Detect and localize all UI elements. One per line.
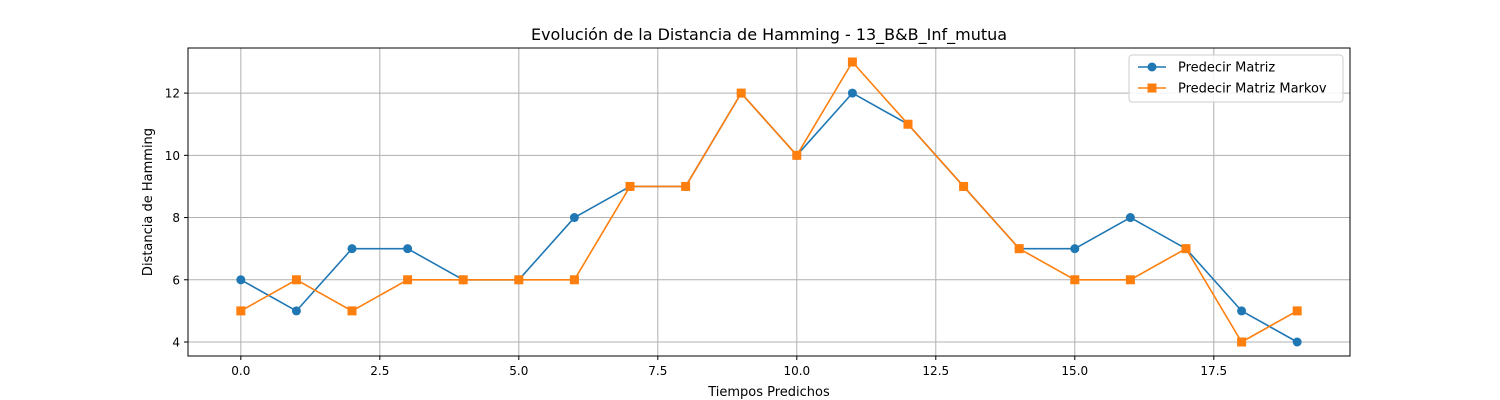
data-point	[1237, 306, 1247, 316]
data-point	[1237, 337, 1247, 347]
x-tick-label: 17.5	[1200, 364, 1227, 378]
y-tick-label: 12	[165, 87, 180, 101]
data-point	[1292, 306, 1302, 316]
x-tick-label: 5.0	[509, 364, 528, 378]
data-point	[1070, 275, 1080, 285]
series-2	[236, 57, 1302, 347]
series-layer	[236, 57, 1302, 347]
data-point	[681, 181, 691, 191]
chart-title: Evolución de la Distancia de Hamming - 1…	[531, 25, 1007, 45]
data-point	[1070, 244, 1080, 254]
y-tick-label: 10	[165, 149, 180, 163]
data-point	[403, 244, 413, 254]
data-point	[1181, 244, 1191, 254]
data-point	[403, 275, 413, 285]
y-tick-label: 4	[172, 336, 180, 350]
x-axis: 0.0 2.5 5.0 7.5 10.0 12.5 15.0 17.5	[231, 356, 1227, 378]
series-line	[240, 61, 1298, 343]
plot-frame	[187, 47, 1351, 357]
y-axis-label: Distancia de Hamming	[141, 128, 156, 276]
y-tick-label: 8	[172, 211, 180, 225]
data-point	[1125, 213, 1135, 223]
data-point	[236, 306, 246, 316]
data-point	[347, 244, 357, 254]
data-point	[792, 150, 802, 160]
data-point	[903, 119, 913, 129]
legend-marker	[1147, 62, 1157, 72]
x-tick-label: 12.5	[922, 364, 949, 378]
data-point	[1125, 275, 1135, 285]
data-point	[736, 88, 746, 98]
x-tick-label: 7.5	[648, 364, 667, 378]
x-tick-label: 0.0	[231, 364, 250, 378]
data-point	[625, 181, 635, 191]
y-axis: 4 6 8 10 12	[165, 87, 188, 350]
legend-label: Predecir Matriz Markov	[1178, 82, 1327, 97]
data-point	[291, 275, 301, 285]
data-point	[847, 57, 857, 67]
x-tick-label: 2.5	[370, 364, 389, 378]
legend-marker	[1147, 83, 1157, 93]
y-tick-label: 6	[172, 273, 180, 287]
legend-item: Predecir Matriz Markov	[1138, 82, 1327, 97]
data-point	[569, 275, 579, 285]
data-point	[514, 275, 524, 285]
data-point	[569, 213, 579, 223]
legend-label: Predecir Matriz	[1178, 61, 1275, 76]
data-point	[291, 306, 301, 316]
data-point	[347, 306, 357, 316]
legend-item: Predecir Matriz	[1138, 61, 1275, 76]
x-tick-label: 15.0	[1061, 364, 1088, 378]
data-point	[1014, 244, 1024, 254]
data-point	[236, 275, 246, 285]
legend: Predecir Matriz Predecir Matriz Markov	[1128, 54, 1344, 103]
x-axis-label: Tiempos Predichos	[707, 385, 830, 400]
data-point	[847, 88, 857, 98]
data-point	[458, 275, 468, 285]
legend-frame	[1128, 54, 1344, 103]
x-tick-label: 10.0	[783, 364, 810, 378]
data-point	[1292, 337, 1302, 347]
data-point	[959, 181, 969, 191]
